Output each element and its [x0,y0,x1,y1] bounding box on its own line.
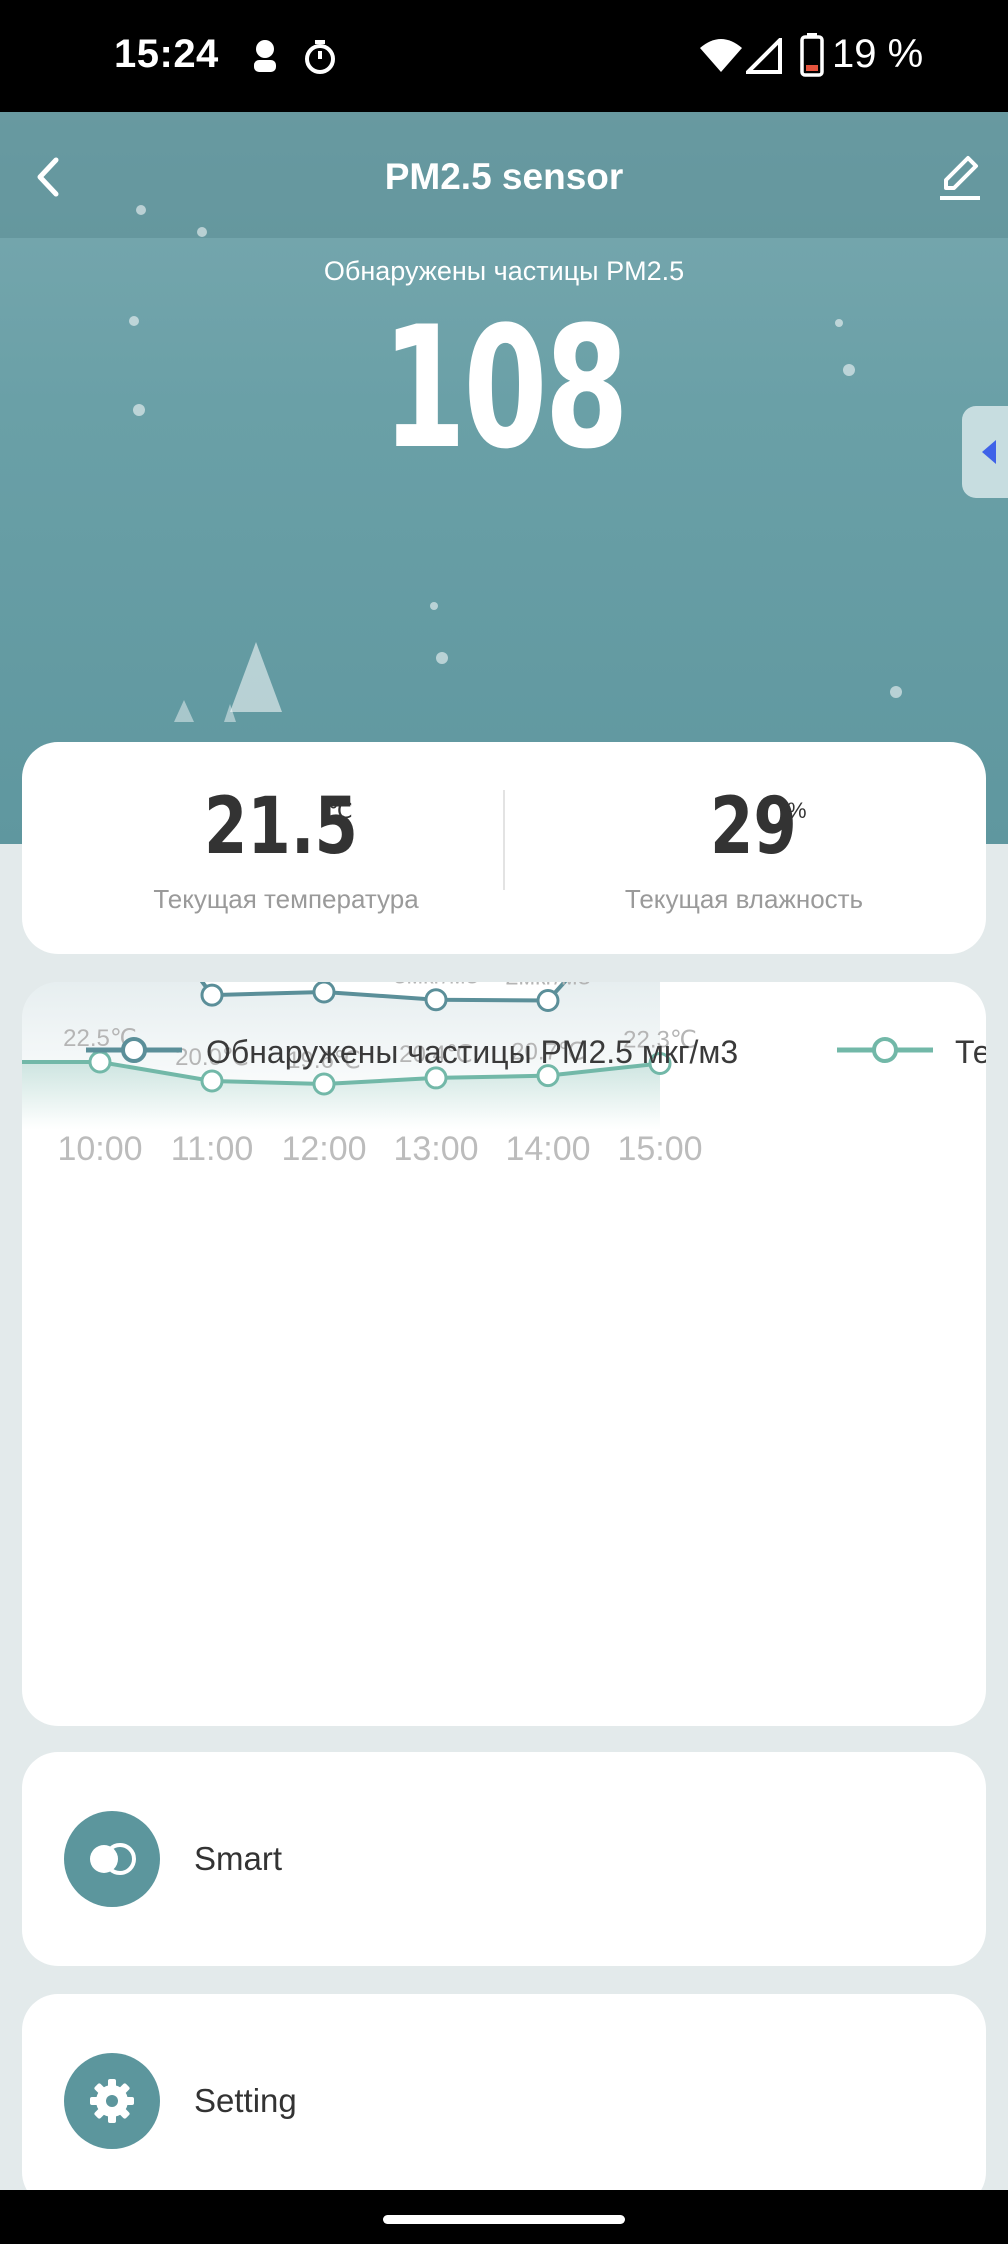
x-tick-label: 15:00 [617,1130,702,1168]
data-label: 2мкг/м3 [505,982,591,990]
snow-dot [133,404,145,416]
data-point[interactable] [200,1069,224,1093]
snow-dot [197,227,207,237]
mountain-illustration [174,642,282,722]
snow-dot [436,652,448,664]
data-label: 19.6℃ [287,1047,361,1074]
data-point[interactable] [424,1066,448,1090]
temperature-unit: ℃ [328,798,353,823]
hero-panel: PM2.5 sensor Обнаружены частицы PM2.5 10… [0,112,1008,844]
data-point[interactable] [536,988,560,1012]
account-icon [254,40,276,72]
data-point[interactable] [424,988,448,1012]
data-point[interactable] [536,1064,560,1088]
x-tick-label: 14:00 [505,1130,590,1168]
cell-signal-icon [746,38,782,74]
snow-dot [843,364,855,376]
toggle-icon [90,1843,136,1875]
data-point[interactable] [312,1072,336,1096]
top-app-bar [0,112,1008,238]
temperature-value: 21.5 [204,782,358,872]
data-label: 22.3℃ [623,1027,697,1054]
edit-pencil-icon[interactable] [934,152,986,204]
legend-marker-temp [837,1037,933,1063]
history-chart: 207мкг/м39мкг/м313мкг/м33мкг/м32мкг/м316… [22,982,703,1168]
snow-dot [890,686,902,698]
side-drawer-tab[interactable] [962,406,1008,498]
battery-percent: 19 % [832,32,924,76]
setting-label: Setting [194,2082,297,2119]
x-tick-label: 11:00 [171,1130,254,1168]
data-point[interactable] [312,982,336,1004]
smart-menu-item[interactable]: Smart [22,1752,986,1966]
series-area-1 [22,1062,660,1130]
status-bar: 15:24 19 % [0,0,1008,112]
snow-dot [835,319,843,327]
page-title: PM2.5 sensor [384,156,624,197]
history-chart-card: 207мкг/м39мкг/м313мкг/м33мкг/м32мкг/м316… [22,982,986,1726]
snow-dot [129,316,139,326]
humidity-value: 29 [710,782,797,872]
gear-icon [90,2079,134,2123]
snow-dot [430,602,438,610]
humidity-label: Текущая влажность [624,884,864,914]
legend-label-pm: Обнаружены частицы PM2.5 мкг/м3 [206,1034,739,1070]
x-tick-label: 12:00 [281,1130,366,1168]
humidity-unit: % [787,798,807,823]
data-point[interactable] [648,1052,672,1076]
data-label: 9мкг/м3 [169,982,255,985]
setting-icon-circle [64,2053,160,2149]
snow-dot [136,205,146,215]
x-tick-label: 10:00 [57,1130,142,1168]
legend-label-temp: Те [955,1034,986,1070]
current-readings-card: 21.5 ℃ Текущая температура 29 % Текущая … [22,742,986,954]
smart-icon-circle [64,1811,160,1907]
stats-divider [503,790,505,890]
triangle-left-icon [982,440,996,464]
battery-icon [800,33,824,77]
data-label: 20.7℃ [511,1039,585,1066]
legend-marker-pm [86,1037,182,1063]
back-arrow-icon[interactable] [26,152,76,202]
x-tick-label: 13:00 [393,1130,478,1168]
pm-label: Обнаружены частицы PM2.5 [323,256,685,286]
data-label: 20.4℃ [399,1041,473,1068]
home-indicator[interactable] [383,2215,625,2224]
data-point[interactable] [200,983,224,1007]
data-label: 20.0℃ [175,1044,249,1071]
pm-value: 108 [382,290,629,486]
data-label: 3мкг/м3 [393,982,479,990]
timer-icon [305,40,335,74]
setting-menu-item[interactable]: Setting [22,1994,986,2208]
status-time: 15:24 [114,32,219,76]
temperature-label: Текущая температура [153,884,419,914]
smart-label: Smart [194,1840,283,1877]
wifi-icon [700,39,742,72]
